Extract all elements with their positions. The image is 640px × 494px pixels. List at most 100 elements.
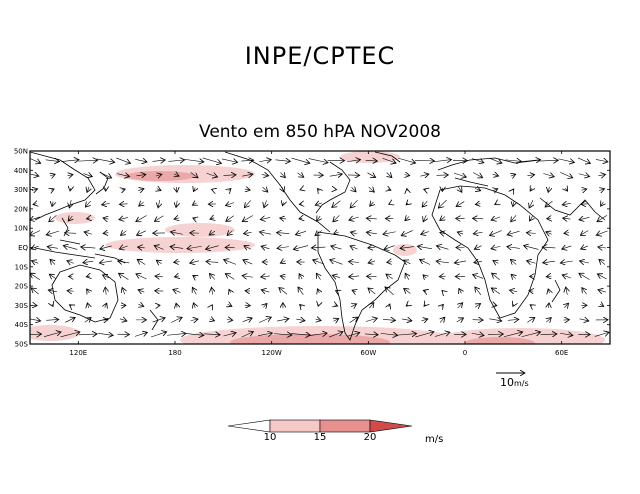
- lat-tick-label: 10S: [15, 263, 29, 271]
- colorbar: [227, 419, 413, 433]
- wind-vector: [507, 319, 519, 320]
- wind-vector: [30, 230, 41, 236]
- wind-vector: [226, 319, 233, 320]
- lon-tick-label: 60W: [360, 349, 376, 357]
- wind-vector: [65, 317, 75, 323]
- wind-vector: [52, 202, 53, 207]
- wind-vector: [599, 259, 606, 264]
- wind-vector: [264, 200, 267, 207]
- coast-east-asia: [30, 151, 96, 221]
- trades-west-pacific: [165, 223, 235, 237]
- wind-vector: [119, 273, 129, 280]
- coast-new-zealand: [149, 309, 159, 331]
- wind-vector: [453, 173, 466, 177]
- wind-vector: [367, 173, 375, 178]
- wind-vector: [433, 160, 451, 162]
- wind-vector: [543, 174, 554, 177]
- wind-vector: [69, 305, 71, 306]
- wind-vector: [316, 319, 321, 320]
- trades-atlantic: [393, 244, 417, 256]
- wind-vector: [524, 246, 539, 250]
- wind-vector: [51, 189, 54, 190]
- wind-vector: [295, 231, 306, 234]
- wind-vector: [415, 332, 433, 338]
- wind-vector: [81, 247, 96, 248]
- wind-vector: [548, 186, 549, 192]
- wind-vector: [67, 261, 74, 264]
- wind-vector: [65, 233, 77, 234]
- wind-vector: [563, 218, 571, 219]
- wind-vector: [405, 273, 409, 280]
- wind-vector: [297, 173, 304, 177]
- wind-vector: [261, 276, 270, 277]
- wind-vector: [221, 159, 238, 162]
- wind-vector: [50, 259, 55, 264]
- wind-vector: [245, 189, 250, 190]
- wind-vector: [347, 333, 360, 337]
- wind-vector: [139, 202, 144, 206]
- wind-vector: [562, 275, 571, 278]
- wind-vector: [49, 215, 57, 221]
- wind-vector: [510, 290, 518, 292]
- wind-vector: [300, 304, 302, 306]
- wind-vector: [562, 203, 571, 205]
- longitude-axis: 120E 180 120W 60W 0 60E: [69, 151, 568, 357]
- wind-vector: [49, 274, 57, 278]
- wind-vector: [86, 218, 89, 219]
- wind-vector: [316, 273, 320, 280]
- wind-vector: [596, 230, 608, 235]
- wind-vector: [599, 189, 604, 191]
- wind-vector: [244, 200, 251, 207]
- wind-vector: [243, 232, 252, 233]
- wind-vector: [495, 204, 497, 205]
- wind-vector: [87, 303, 88, 308]
- wind-vector: [227, 231, 232, 236]
- wind-vector: [440, 232, 445, 233]
- wind-vector: [440, 317, 445, 322]
- wind-vector: [595, 159, 608, 161]
- coast-japan: [95, 171, 109, 195]
- wind-vector: [212, 305, 213, 306]
- colorbar-label-15: 15: [313, 432, 327, 443]
- wind-vector: [352, 290, 356, 292]
- wind-vector: [282, 187, 284, 192]
- wind-vector: [86, 276, 89, 277]
- wind-vector: [507, 247, 520, 249]
- wind-vector: [332, 200, 341, 208]
- wind-vector: [475, 304, 480, 308]
- wind-vector: [560, 172, 573, 177]
- wind-vector: [527, 261, 536, 264]
- wind-vector: [454, 261, 467, 263]
- wind-vector: [156, 260, 161, 264]
- lat-tick-label: EQ: [18, 244, 28, 252]
- wind-vector: [386, 274, 393, 279]
- wind-vector: [174, 218, 179, 219]
- wind-vector: [333, 215, 340, 221]
- wind-vector: [581, 246, 588, 249]
- wind-vector: [383, 319, 395, 320]
- wind-vector: [423, 215, 426, 222]
- wind-vector: [202, 157, 222, 163]
- wind-vector: [562, 246, 572, 249]
- wind-vector: [84, 318, 91, 323]
- wind-vector: [510, 259, 517, 264]
- wind-vector: [545, 200, 553, 207]
- wind-vector: [44, 332, 61, 337]
- wind-vector: [473, 218, 484, 219]
- wind-vector: [313, 260, 325, 265]
- wind-vector: [299, 274, 302, 279]
- wind-vector: [261, 290, 270, 292]
- wind-vector: [404, 175, 409, 176]
- wind-vector: [167, 333, 186, 335]
- wind-vector: [527, 317, 535, 322]
- wind-vector: [398, 157, 415, 163]
- wind-vector: [103, 320, 108, 321]
- wind-vector: [263, 303, 267, 307]
- wind-vector: [513, 189, 514, 190]
- wind-vector: [387, 262, 392, 263]
- wind-vector: [423, 275, 426, 278]
- wind-vector: [564, 303, 568, 307]
- wind-vector: [152, 160, 166, 161]
- wind-vector: [487, 334, 503, 335]
- wind-vector: [489, 230, 502, 235]
